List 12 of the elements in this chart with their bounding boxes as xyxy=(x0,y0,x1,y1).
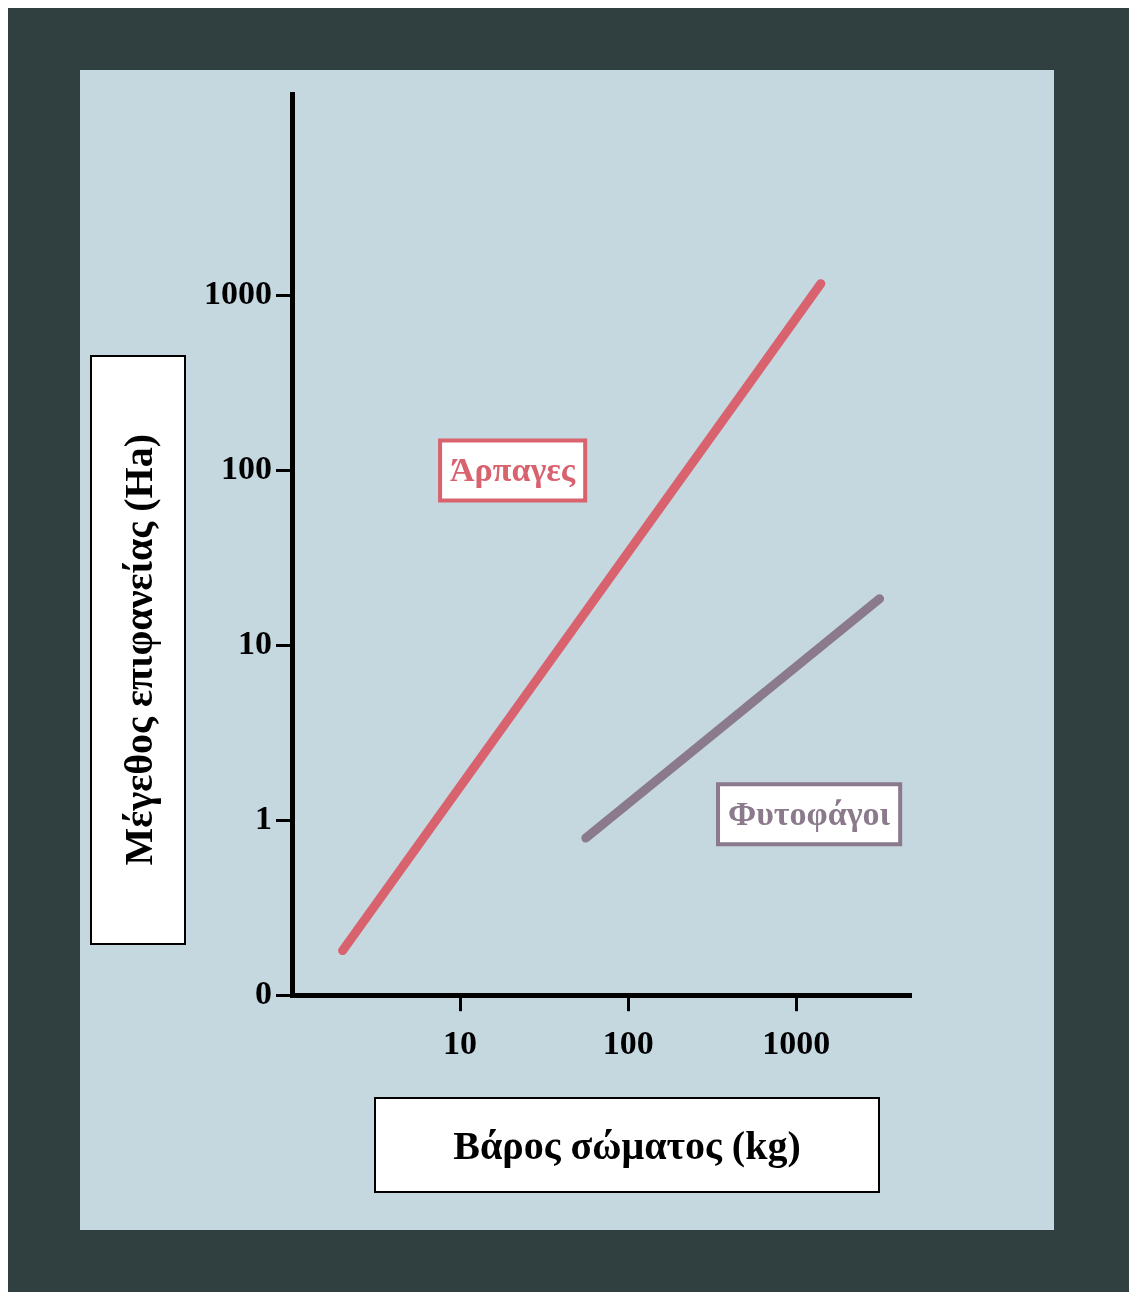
y-tick-label: 100 xyxy=(221,448,272,486)
y-tick-label: 0 xyxy=(255,973,272,1011)
x-tick-label: 100 xyxy=(602,1024,654,1062)
y-tick-label: 1 xyxy=(255,798,272,836)
x-axis-title: Βάρος σώματος (kg) xyxy=(374,1097,880,1193)
series-label: Φυτοφάγοι xyxy=(728,795,891,833)
y-tick-label: 1000 xyxy=(204,273,272,311)
y-axis-title: Μέγεθος επιφανείας (Ha) xyxy=(114,434,162,866)
text: Άρπαγες xyxy=(450,451,576,489)
x-tick-label: 1000 xyxy=(762,1024,831,1062)
y-tick-label: 10 xyxy=(238,623,272,661)
x-tick-label: 10 xyxy=(443,1024,478,1062)
